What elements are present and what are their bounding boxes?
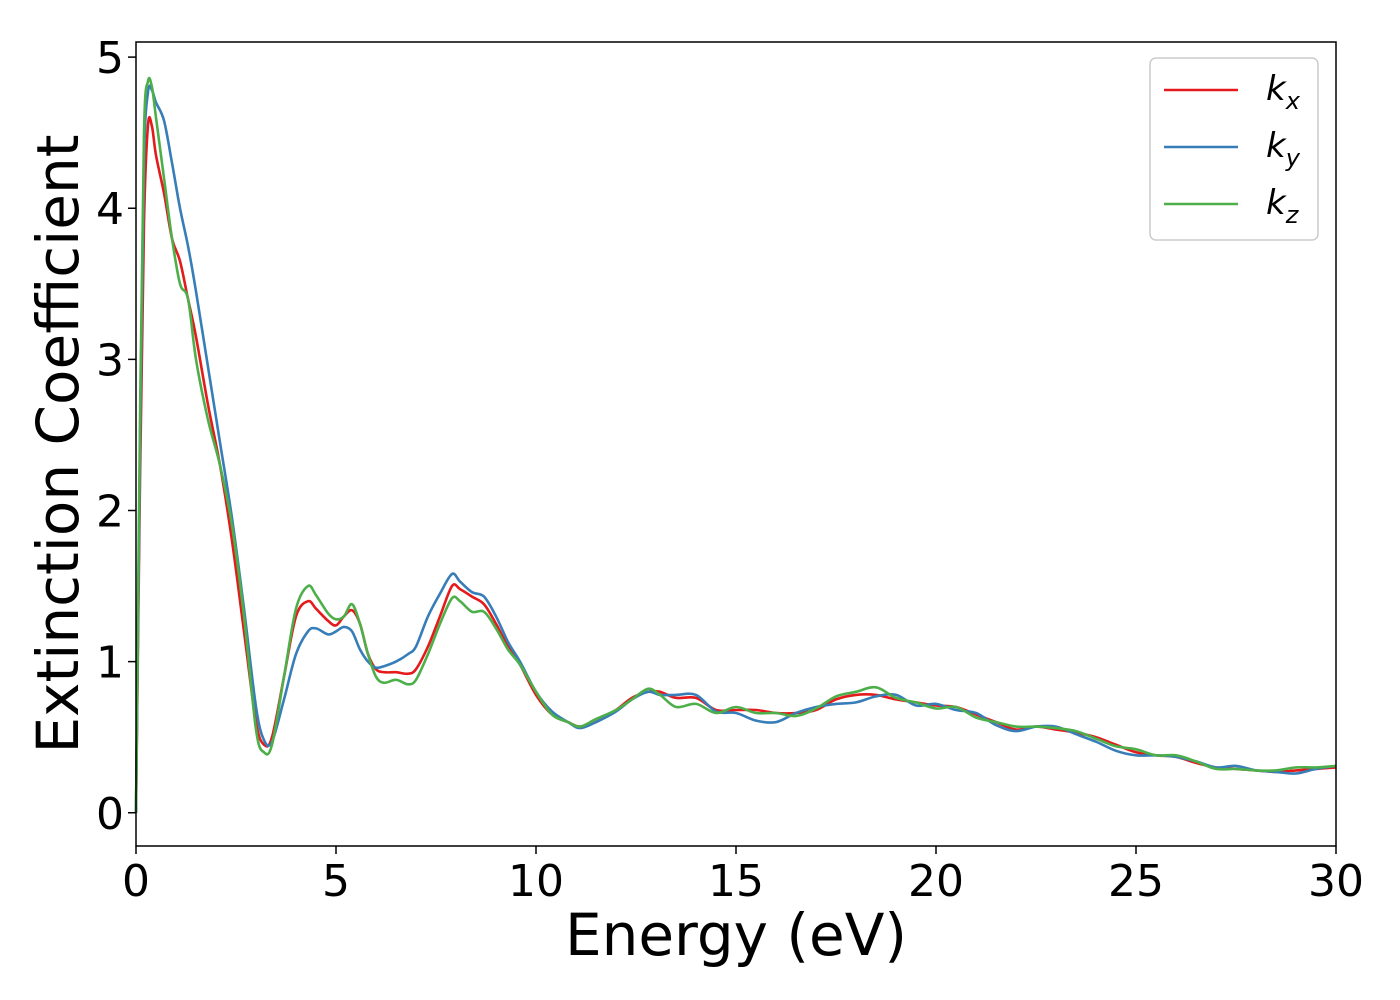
x-tick-label: 10 [508,856,564,907]
y-tick-label: 4 [96,184,124,235]
x-axis: 0 5 10 15 20 25 30 [122,846,1364,907]
x-tick-label: 20 [908,856,964,907]
legend-box [1149,57,1319,241]
y-tick-label: 0 [96,789,124,840]
x-tick-label: 5 [322,856,350,907]
y-tick-label: 5 [96,33,124,84]
x-tick-label: 30 [1308,856,1364,907]
series-lines [134,76,1337,813]
y-axis-title: Extinction Coefficient [24,135,92,754]
series-line-ky [134,84,1337,813]
x-tick-label: 25 [1108,856,1164,907]
x-axis-title: Energy (eV) [565,901,907,969]
y-axis: 0 1 2 3 4 5 [96,33,136,840]
y-tick-label: 1 [96,638,124,689]
x-tick-label: 15 [708,856,764,907]
series-line-kz [134,76,1337,813]
x-tick-label: 0 [122,856,150,907]
y-tick-label: 2 [96,486,124,537]
y-tick-label: 3 [96,335,124,386]
